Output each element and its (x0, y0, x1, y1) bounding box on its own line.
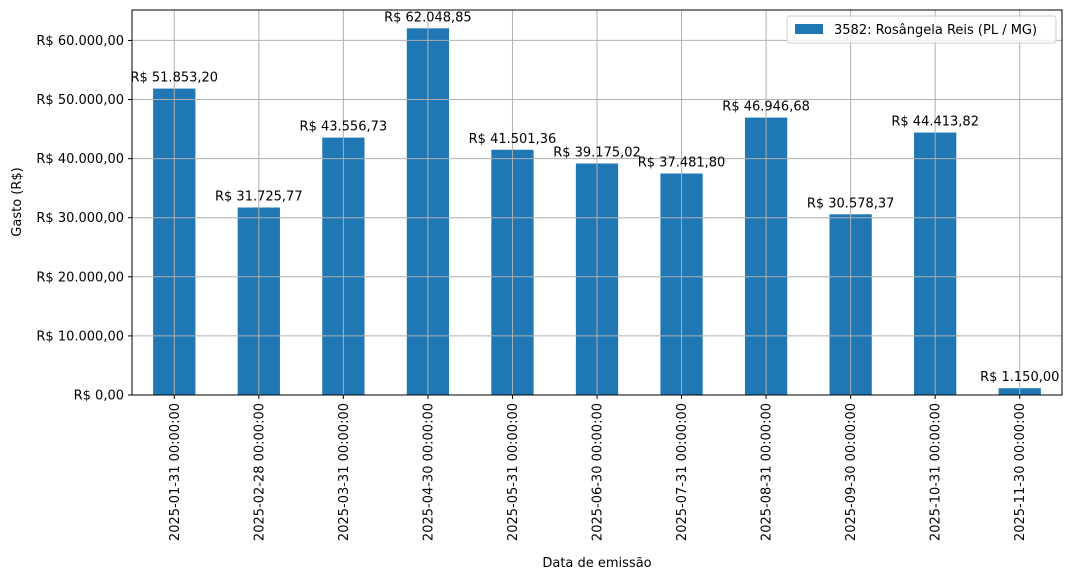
x-tick-label: 2025-11-30 00:00:00 (1013, 403, 1028, 541)
bar-value-label: R$ 62.048,85 (384, 10, 472, 25)
bar-value-label: R$ 46.946,68 (722, 100, 810, 115)
y-axis-label: Gasto (R$) (10, 167, 25, 236)
legend-swatch (795, 24, 823, 34)
bar-value-label: R$ 1.150,00 (980, 370, 1059, 385)
x-tick-label: 2025-08-31 00:00:00 (760, 403, 775, 541)
legend-box (786, 15, 1057, 44)
x-gridlines (173, 10, 1021, 395)
x-tick-label: 2025-05-31 00:00:00 (506, 403, 521, 541)
bar-value-label: R$ 39.175,02 (553, 145, 641, 160)
bar-value-label: R$ 30.578,37 (807, 196, 895, 211)
x-tick-label: 2025-06-30 00:00:00 (591, 403, 606, 541)
x-tick-label: 2025-10-31 00:00:00 (929, 403, 944, 541)
y-tick-label: R$ 10.000,00 (36, 329, 124, 344)
y-tick-label: R$ 50.000,00 (36, 93, 124, 108)
bar-value-labels: R$ 51.853,20 R$ 31.725,77 R$ 43.556,73 R$ 6… (130, 10, 1059, 385)
x-tick-label: 2025-07-31 00:00:00 (675, 403, 690, 541)
bar-value-label: R$ 41.501,36 (469, 132, 557, 147)
x-axis-ticks: 2025-01-31 00:00:00 2025-02-28 00:00:00 20… (168, 395, 1028, 541)
bar-value-label: R$ 37.481,80 (638, 156, 726, 171)
y-tick-label: R$ 40.000,00 (36, 152, 124, 167)
bar-value-label: R$ 43.556,73 (300, 120, 388, 135)
y-tick-label: R$ 30.000,00 (36, 211, 124, 226)
y-tick-label: R$ 0,00 (74, 389, 124, 404)
x-tick-label: 2025-01-31 00:00:00 (168, 403, 183, 541)
x-tick-label: 2025-04-30 00:00:00 (421, 403, 436, 541)
x-tick-label: 2025-02-28 00:00:00 (252, 403, 267, 541)
y-tick-label: R$ 60.000,00 (36, 34, 124, 49)
x-tick-label: 2025-09-30 00:00:00 (844, 403, 859, 541)
bar-value-label: R$ 51.853,20 (130, 71, 218, 86)
legend-label: 3582: Rosângela Reis (PL / MG) (834, 23, 1037, 38)
bar-value-label: R$ 44.413,82 (891, 115, 979, 130)
x-axis-label: Data de emissão (542, 556, 651, 571)
legend: 3582: Rosângela Reis (PL / MG) (786, 15, 1057, 44)
bar-value-label: R$ 31.725,77 (215, 190, 303, 205)
x-tick-label: 2025-03-31 00:00:00 (337, 403, 352, 541)
y-axis-ticks: R$ 0,00 R$ 10.000,00 R$ 20.000,00 R$ 30.000… (36, 34, 132, 404)
y-tick-label: R$ 20.000,00 (36, 270, 124, 285)
